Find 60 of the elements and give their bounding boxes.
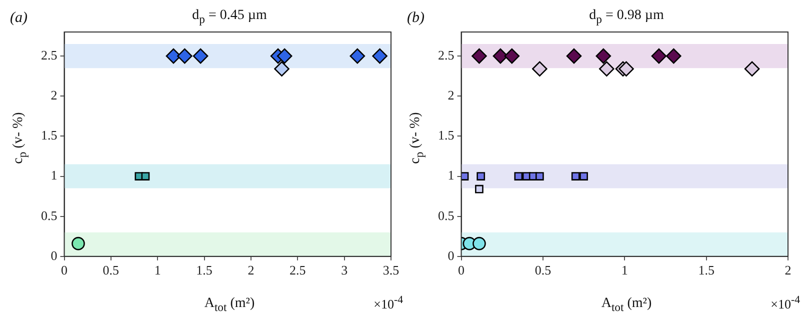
y-tick-label: 0.5 (438, 208, 454, 223)
y-tick-label: 1 (448, 168, 454, 183)
y-tick-label: 2.5 (438, 47, 454, 62)
point (461, 172, 469, 180)
x-axis-title: A$_{tot}$ (m²) (601, 296, 652, 314)
point (472, 48, 487, 64)
chart-title: d$_{p}$ = 0.45 µm (191, 8, 268, 26)
point (492, 48, 508, 64)
point (666, 48, 682, 64)
text: (b) (407, 10, 424, 27)
point (350, 48, 366, 64)
point (372, 48, 388, 64)
x-tick-label: 1.5 (698, 262, 714, 278)
point (651, 48, 667, 64)
y-tick-label: 0 (50, 248, 58, 263)
y-tick-label: 2 (50, 88, 58, 103)
x-tick-label: 1 (621, 262, 628, 278)
x-tick-label: 3.5 (382, 262, 400, 278)
point (276, 48, 292, 64)
point (535, 172, 544, 180)
x-tick-label: 0.5 (102, 262, 120, 278)
x-tick-label: 2 (784, 262, 792, 278)
x-tick-label: 3 (341, 262, 348, 278)
text: ×10$^{-4}$ (770, 294, 800, 312)
x-tick-label: 1.5 (196, 262, 212, 278)
x-tick-label: 0.5 (534, 262, 552, 278)
y-tick-label: 2 (448, 88, 454, 103)
y-tick-label: 0.5 (41, 208, 58, 223)
point (514, 172, 523, 180)
point (476, 172, 486, 180)
point (599, 61, 614, 77)
chart-title: d$_{p}$ = 0.98 µm (588, 8, 665, 26)
point (72, 236, 85, 250)
point (566, 48, 582, 64)
point (274, 61, 290, 77)
point (192, 48, 208, 64)
x-tick-label: 2.5 (290, 262, 306, 278)
point (532, 61, 548, 77)
point (596, 48, 612, 64)
point (618, 61, 634, 77)
point (472, 236, 486, 250)
x-axis-title: A$_{tot}$ (m²) (204, 296, 255, 314)
point (141, 172, 150, 180)
x-tick-label: 2 (248, 262, 254, 278)
x-tick-label: 0 (61, 262, 68, 278)
text: (a) (10, 10, 28, 27)
point (177, 48, 192, 64)
y-tick-label: 1 (50, 168, 58, 183)
y-tick-label: 1.5 (438, 128, 454, 143)
point (475, 184, 484, 194)
y-tick-label: 0 (448, 248, 454, 263)
x-tick-label: 1 (154, 262, 161, 278)
x-tick-label: 0 (458, 262, 464, 278)
point (504, 48, 520, 64)
y-tick-label: 1.5 (41, 128, 58, 143)
point (580, 172, 588, 180)
point (571, 172, 580, 180)
text: ×10$^{-4}$ (374, 294, 403, 312)
point (744, 61, 760, 77)
y-tick-label: 2.5 (41, 47, 58, 62)
